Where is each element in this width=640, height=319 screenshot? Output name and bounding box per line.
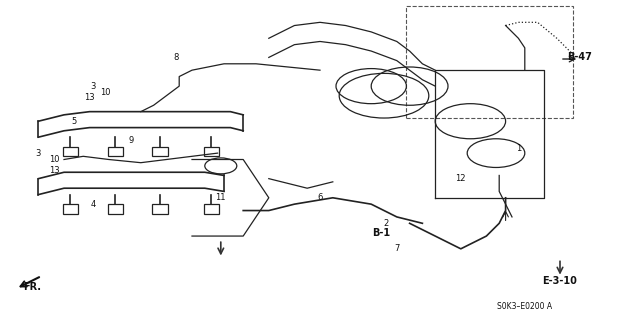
Bar [108,147,123,156]
Text: B-1: B-1 [372,228,390,238]
Text: 11: 11 [216,193,226,202]
Text: E-3-10: E-3-10 [543,276,577,286]
Text: 13: 13 [84,93,95,102]
Text: 7: 7 [394,244,399,253]
Text: FR.: FR. [23,282,41,292]
Bar [152,204,168,214]
Bar [204,204,219,214]
Text: 9: 9 [129,136,134,145]
Text: 5: 5 [71,117,76,126]
Text: 8: 8 [173,53,179,62]
Text: 10: 10 [49,155,60,164]
Text: 3: 3 [90,82,95,91]
Text: 12: 12 [456,174,466,183]
Text: 1: 1 [516,144,521,153]
Bar [204,147,219,156]
Text: S0K3–E0200 A: S0K3–E0200 A [497,302,552,311]
Text: 6: 6 [317,193,323,202]
Bar [108,204,123,214]
Bar [63,147,78,156]
Bar [406,6,573,118]
Text: B-47: B-47 [567,52,591,63]
Text: 13: 13 [49,166,60,175]
Text: 3: 3 [36,149,41,158]
Text: 2: 2 [383,219,388,228]
Bar [152,147,168,156]
Text: 4: 4 [90,200,95,209]
Text: 10: 10 [100,88,111,97]
Bar [63,204,78,214]
